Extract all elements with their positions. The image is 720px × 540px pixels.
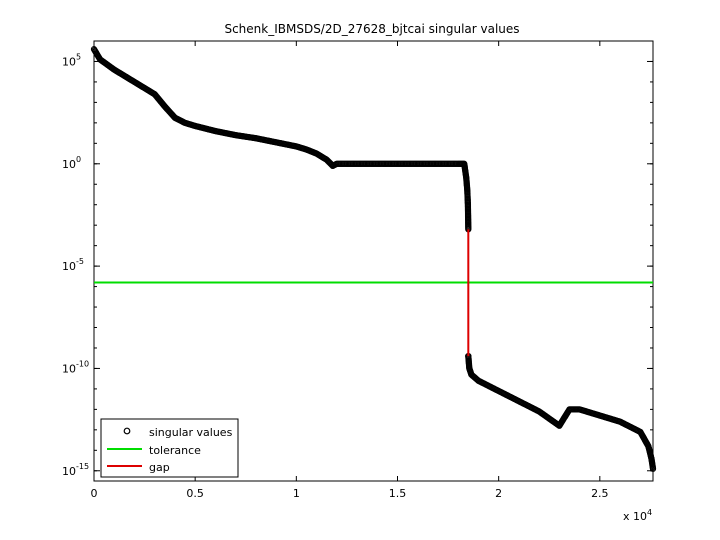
x-tick-label: 2 xyxy=(495,487,502,500)
x-tick-label: 1.5 xyxy=(389,487,407,500)
legend-label-gap: gap xyxy=(149,461,170,474)
legend-label-tolerance: tolerance xyxy=(149,444,201,457)
x-axis-ticks: 0 0.5 1 1.5 2 2.5 xyxy=(91,41,609,500)
y-tick-label: 100 xyxy=(62,155,81,171)
x-tick-label: 0 xyxy=(91,487,98,500)
legend-marker-singular-values xyxy=(123,427,131,435)
x-tick-label: 1 xyxy=(293,487,300,500)
plot-area xyxy=(93,40,654,482)
y-tick-label: 10-10 xyxy=(62,359,89,375)
y-tick-label: 10-5 xyxy=(62,257,84,273)
x-tick-label: 0.5 xyxy=(186,487,204,500)
singular-value-point xyxy=(649,465,657,472)
y-tick-label: 10-15 xyxy=(62,462,89,478)
chart-title: Schenk_IBMSDS/2D_27628_bjtcai singular v… xyxy=(224,22,519,36)
singular-values-series xyxy=(90,46,657,472)
x-tick-label: 2.5 xyxy=(591,487,609,500)
legend: singular values tolerance gap xyxy=(100,418,239,478)
y-axis-ticks: 105 100 10-5 10-10 10-15 xyxy=(62,40,653,478)
y-tick-label: 105 xyxy=(62,52,81,68)
data-series-layer xyxy=(90,46,657,472)
x-multiplier-label: x 104 xyxy=(623,508,652,523)
legend-label-singular-values: singular values xyxy=(149,426,233,439)
